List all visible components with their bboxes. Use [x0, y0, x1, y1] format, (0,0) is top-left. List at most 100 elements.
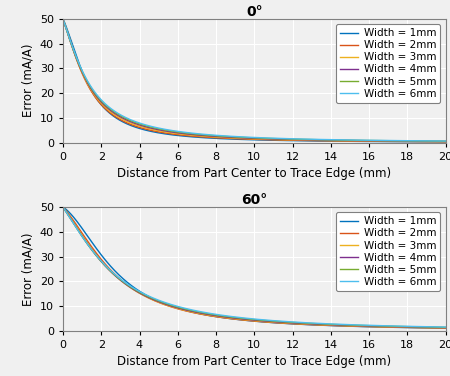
Width = 4mm [237, 317, 242, 321]
Width = 3mm [61, 20, 67, 24]
Width = 6mm [81, 236, 86, 241]
Line: Width = 2mm: Width = 2mm [64, 22, 445, 142]
X-axis label: Distance from Part Center to Trace Edge (mm): Distance from Part Center to Trace Edge … [117, 167, 392, 180]
Width = 1mm [81, 228, 86, 232]
Width = 3mm [362, 324, 367, 329]
Width = 3mm [362, 139, 367, 143]
Line: Width = 1mm: Width = 1mm [64, 21, 445, 142]
Width = 5mm [432, 139, 437, 143]
Width = 5mm [81, 236, 86, 241]
Width = 1mm [362, 324, 367, 329]
Width = 5mm [362, 138, 367, 143]
Width = 5mm [81, 72, 86, 76]
Width = 3mm [432, 139, 437, 144]
Width = 2mm [247, 137, 252, 141]
Title: 60°: 60° [241, 193, 267, 207]
Width = 4mm [443, 325, 448, 330]
Width = 2mm [362, 139, 367, 144]
Width = 1mm [432, 139, 437, 144]
Width = 1mm [443, 326, 448, 331]
Width = 1mm [81, 72, 86, 77]
Line: Width = 6mm: Width = 6mm [64, 22, 445, 141]
Width = 2mm [432, 326, 437, 330]
Width = 6mm [432, 324, 437, 329]
Width = 2mm [81, 233, 86, 237]
Width = 5mm [443, 139, 448, 144]
Width = 1mm [432, 139, 437, 144]
Line: Width = 4mm: Width = 4mm [64, 22, 445, 141]
Width = 5mm [432, 139, 437, 143]
Width = 4mm [432, 325, 437, 330]
X-axis label: Distance from Part Center to Trace Edge (mm): Distance from Part Center to Trace Edge … [117, 355, 392, 368]
Width = 3mm [81, 235, 86, 240]
Legend: Width = 1mm, Width = 2mm, Width = 3mm, Width = 4mm, Width = 5mm, Width = 6mm: Width = 1mm, Width = 2mm, Width = 3mm, W… [336, 212, 440, 291]
Width = 3mm [81, 73, 86, 78]
Width = 4mm [432, 139, 437, 144]
Width = 6mm [237, 315, 242, 320]
Width = 1mm [61, 19, 67, 23]
Width = 4mm [247, 136, 252, 140]
Width = 6mm [61, 206, 67, 211]
Title: 0°: 0° [246, 5, 262, 19]
Width = 3mm [432, 326, 437, 330]
Width = 4mm [81, 236, 86, 240]
Width = 2mm [247, 318, 252, 323]
Width = 6mm [247, 316, 252, 321]
Width = 4mm [247, 317, 252, 322]
Width = 1mm [247, 138, 252, 142]
Line: Width = 1mm: Width = 1mm [64, 208, 445, 328]
Line: Width = 5mm: Width = 5mm [64, 209, 445, 327]
Width = 5mm [443, 325, 448, 330]
Width = 6mm [443, 139, 448, 143]
Width = 5mm [247, 317, 252, 321]
Width = 6mm [247, 135, 252, 139]
Width = 3mm [237, 317, 242, 321]
Width = 4mm [432, 325, 437, 330]
Width = 4mm [81, 73, 86, 77]
Width = 2mm [443, 326, 448, 331]
Width = 4mm [237, 135, 242, 140]
Width = 2mm [237, 136, 242, 141]
Width = 6mm [432, 139, 437, 143]
Width = 6mm [362, 323, 367, 327]
Line: Width = 3mm: Width = 3mm [64, 208, 445, 328]
Width = 6mm [81, 71, 86, 76]
Width = 5mm [247, 135, 252, 140]
Width = 3mm [247, 136, 252, 141]
Width = 2mm [81, 74, 86, 79]
Width = 1mm [237, 137, 242, 142]
Line: Width = 4mm: Width = 4mm [64, 208, 445, 327]
Width = 1mm [432, 326, 437, 330]
Width = 4mm [61, 206, 67, 211]
Line: Width = 6mm: Width = 6mm [64, 209, 445, 327]
Width = 6mm [61, 20, 67, 24]
Width = 6mm [443, 325, 448, 329]
Width = 2mm [362, 324, 367, 329]
Width = 2mm [443, 139, 448, 144]
Width = 5mm [362, 323, 367, 328]
Width = 4mm [432, 139, 437, 144]
Width = 5mm [237, 135, 242, 139]
Line: Width = 3mm: Width = 3mm [64, 22, 445, 141]
Width = 3mm [247, 318, 252, 323]
Width = 2mm [432, 326, 437, 330]
Width = 3mm [61, 206, 67, 211]
Width = 4mm [362, 324, 367, 328]
Width = 2mm [432, 139, 437, 144]
Width = 2mm [237, 317, 242, 322]
Width = 6mm [432, 324, 437, 329]
Width = 5mm [432, 325, 437, 329]
Width = 5mm [237, 316, 242, 320]
Width = 4mm [362, 138, 367, 143]
Width = 1mm [432, 326, 437, 330]
Width = 1mm [362, 139, 367, 144]
Width = 5mm [61, 20, 67, 24]
Legend: Width = 1mm, Width = 2mm, Width = 3mm, Width = 4mm, Width = 5mm, Width = 6mm: Width = 1mm, Width = 2mm, Width = 3mm, W… [336, 24, 440, 103]
Width = 2mm [432, 139, 437, 144]
Line: Width = 2mm: Width = 2mm [64, 208, 445, 328]
Width = 2mm [61, 20, 67, 24]
Width = 3mm [443, 139, 448, 144]
Width = 3mm [432, 139, 437, 144]
Width = 5mm [61, 206, 67, 211]
Width = 1mm [237, 317, 242, 322]
